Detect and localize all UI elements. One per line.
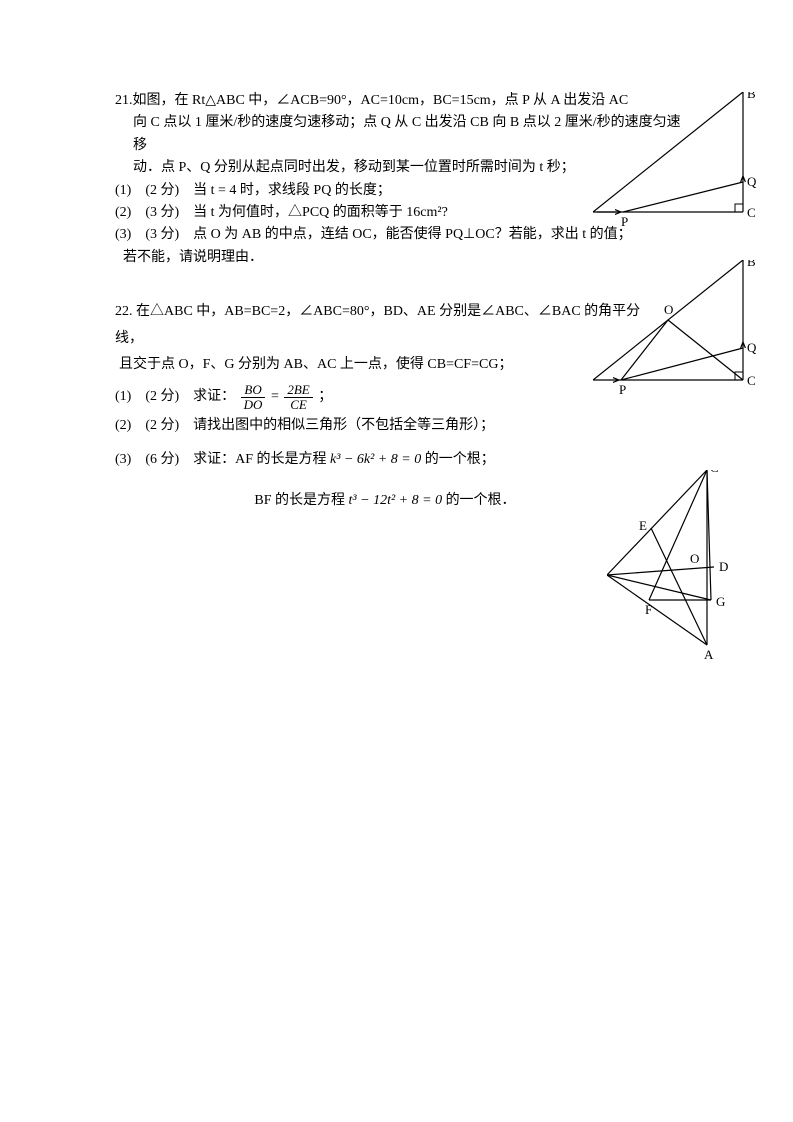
q22-intro-l2: 且交于点 O，F、G 分别为 AB、AC 上一点，使得 CB=CF=CG； <box>115 352 655 379</box>
svg-text:F: F <box>645 602 652 617</box>
figure-1-triangle-abc: ABCPQ <box>593 92 763 232</box>
svg-text:Q: Q <box>747 174 757 189</box>
figure-2-triangle-with-o: ABCPQO <box>593 260 763 400</box>
svg-text:D: D <box>719 559 728 574</box>
fraction-2be-ce: 2BE CE <box>284 383 312 413</box>
q22-p2: (2) (2 分) 请找出图中的相似三角形（不包括全等三角形）； <box>115 413 655 440</box>
svg-text:A: A <box>704 647 714 662</box>
svg-text:B: B <box>747 92 756 101</box>
q22-p1: (1) (2 分) 求证： BO DO = 2BE CE ； <box>115 383 655 413</box>
svg-text:Q: Q <box>747 340 757 355</box>
svg-text:E: E <box>639 518 647 533</box>
svg-text:O: O <box>664 302 673 317</box>
q22-p3: (3) (6 分) 求证：AF 的长是方程 k³ − 6k² + 8 = 0 的… <box>115 447 655 474</box>
svg-text:G: G <box>716 594 725 609</box>
question-22: 22. 在△ABC 中，AB=BC=2，∠ABC=80°，BD、AE 分别是∠A… <box>115 299 655 514</box>
q22-p4: BF 的长是方程 t³ − 12t² + 8 = 0 的一个根． <box>115 488 655 515</box>
svg-text:C: C <box>747 373 756 388</box>
svg-text:P: P <box>619 382 626 397</box>
svg-text:O: O <box>690 551 699 566</box>
fraction-bo-do: BO DO <box>241 383 266 413</box>
svg-text:P: P <box>621 214 628 229</box>
svg-text:B: B <box>747 260 756 269</box>
figure-3-triangle-bisectors: CBAEDFGO <box>607 470 757 665</box>
svg-text:C: C <box>710 470 719 475</box>
q22-intro-l1: 22. 在△ABC 中，AB=BC=2，∠ABC=80°，BD、AE 分别是∠A… <box>115 299 655 352</box>
svg-text:C: C <box>747 205 756 220</box>
